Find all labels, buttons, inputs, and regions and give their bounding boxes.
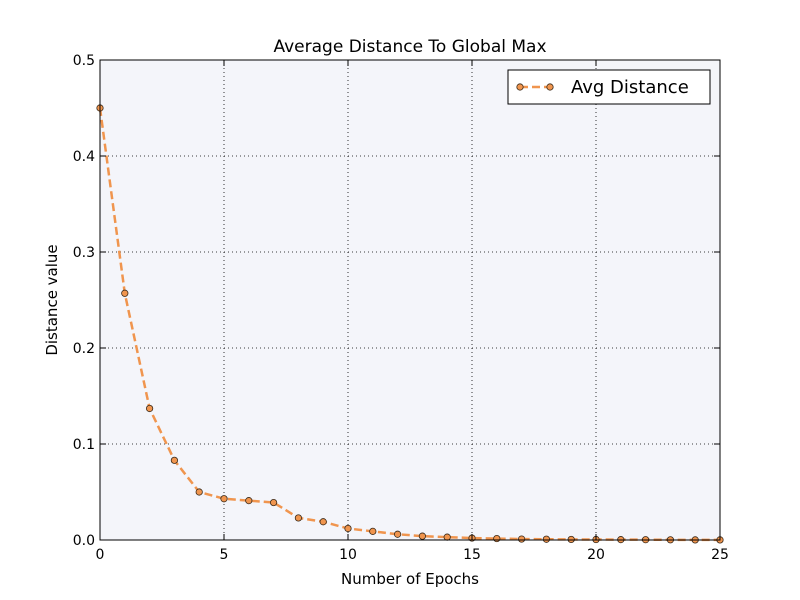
y-tick-label: 0.3 <box>73 245 95 261</box>
data-point <box>542 535 551 543</box>
plot-area <box>100 60 720 540</box>
y-axis-label: Distance value <box>43 244 61 355</box>
axis-ticks <box>99 59 721 541</box>
data-point <box>269 498 278 507</box>
x-tick-label: 5 <box>220 547 229 563</box>
data-point <box>294 514 302 522</box>
chart-title: Average Distance To Global Max <box>273 37 546 57</box>
x-tick-label: 10 <box>339 547 357 563</box>
x-tick-label: 25 <box>711 547 729 563</box>
x-tick-label: 0 <box>96 547 105 563</box>
data-point <box>170 456 178 464</box>
x-tick-label: 20 <box>587 547 605 563</box>
legend: Avg Distance <box>507 69 711 105</box>
x-tick-label: 15 <box>463 547 481 563</box>
data-point <box>319 518 327 526</box>
x-axis-label: Number of Epochs <box>341 570 479 588</box>
data-point <box>245 497 253 505</box>
data-point <box>567 535 575 544</box>
data-point <box>195 488 203 496</box>
tick-labels: 0 5 10 15 20 25 0.0 0.1 0.2 0.3 0.4 0.5 <box>73 53 729 563</box>
y-tick-label: 0.4 <box>73 149 95 165</box>
gridlines <box>100 60 720 540</box>
data-point <box>443 533 451 541</box>
data-point <box>220 495 228 503</box>
data-point <box>517 535 526 543</box>
data-point <box>146 404 154 413</box>
y-tick-label: 0.1 <box>73 437 95 453</box>
y-tick-label: 0.5 <box>73 53 95 69</box>
plot-frame <box>99 59 721 541</box>
data-point <box>344 524 352 533</box>
data-point <box>121 289 129 297</box>
data-point <box>493 534 501 543</box>
legend-marker <box>546 83 554 91</box>
y-tick-label: 0.0 <box>73 533 95 549</box>
data-point <box>393 530 402 538</box>
data-point <box>369 527 377 535</box>
y-tick-label: 0.2 <box>73 341 95 357</box>
legend-marker <box>516 83 524 91</box>
data-point <box>418 532 426 540</box>
legend-box <box>507 69 711 105</box>
legend-label: Avg Distance <box>571 77 689 98</box>
